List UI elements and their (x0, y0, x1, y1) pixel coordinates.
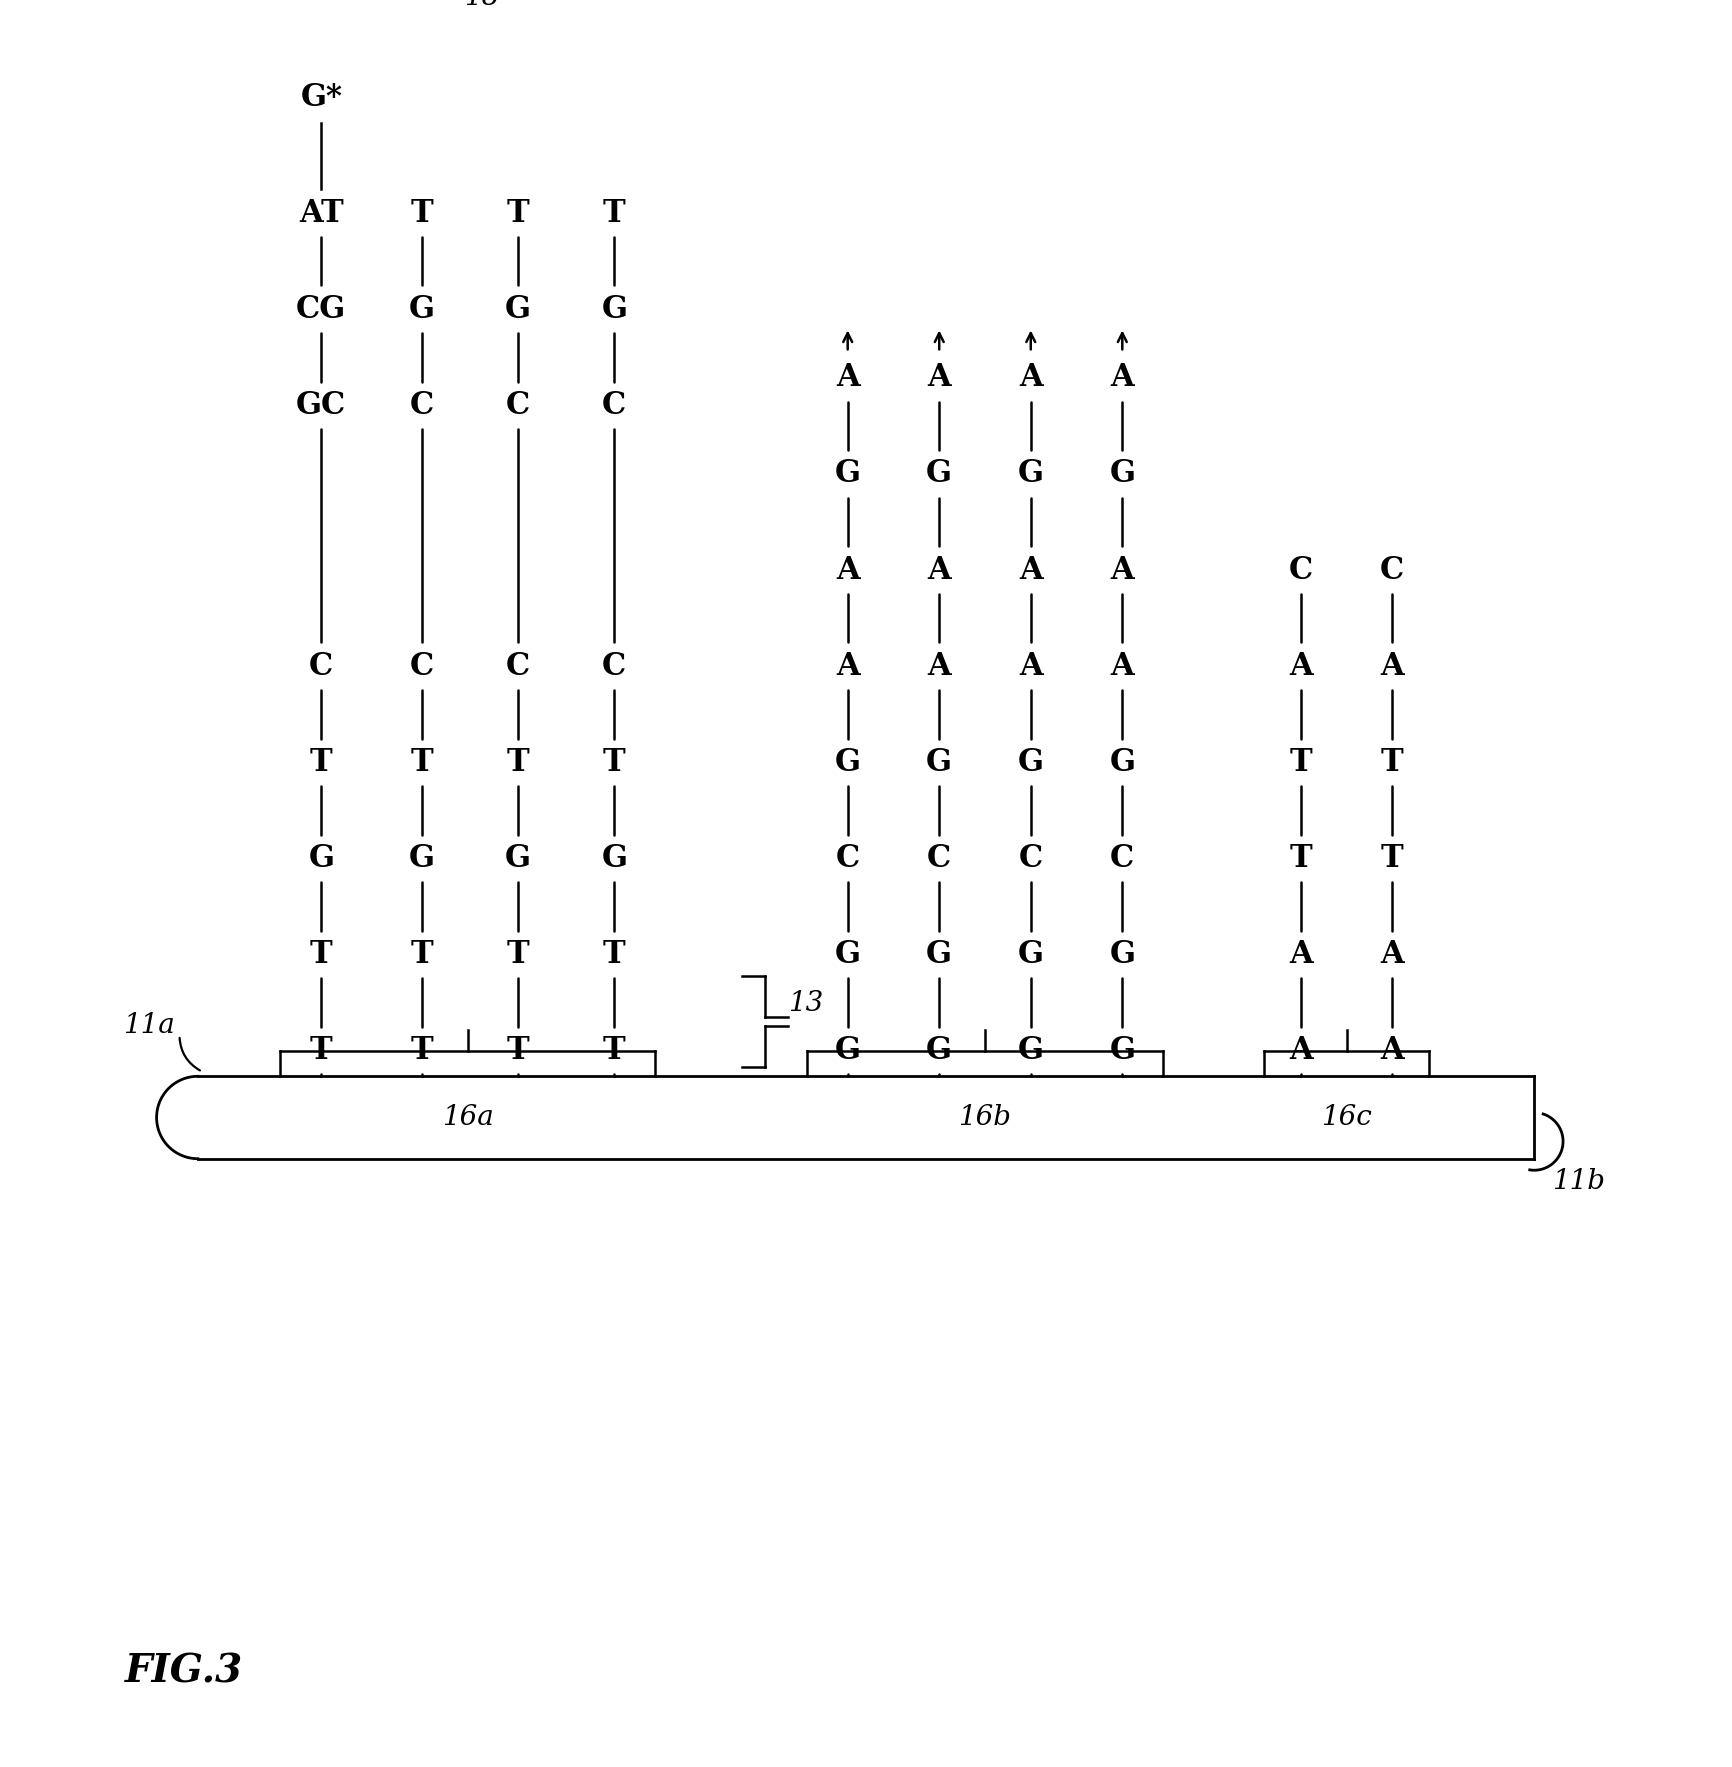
Text: G: G (601, 293, 627, 325)
Text: G: G (506, 293, 532, 325)
Text: A: A (837, 650, 859, 682)
Text: A: A (1289, 938, 1313, 970)
Text: C: C (1380, 555, 1405, 585)
Text: C: C (506, 650, 530, 682)
Text: GC: GC (296, 391, 346, 421)
Text: A: A (1018, 555, 1043, 585)
Text: G: G (409, 293, 435, 325)
Text: A: A (1289, 650, 1313, 682)
Text: A: A (1289, 1035, 1313, 1066)
Text: C: C (1110, 843, 1134, 875)
Text: A: A (927, 650, 951, 682)
Text: G*: G* (300, 83, 343, 113)
Text: G: G (1018, 1035, 1044, 1066)
Text: G: G (927, 938, 953, 970)
Text: T: T (310, 747, 333, 777)
Text: A: A (837, 555, 859, 585)
Text: T: T (507, 1035, 530, 1066)
Text: A: A (927, 362, 951, 394)
Text: A: A (1380, 1035, 1405, 1066)
Text: CG: CG (296, 293, 346, 325)
Text: G: G (1018, 458, 1044, 489)
Text: T: T (507, 198, 530, 228)
Text: A: A (1110, 650, 1134, 682)
Text: C: C (1289, 555, 1313, 585)
Text: 16a: 16a (442, 1104, 494, 1131)
Text: G: G (1018, 747, 1044, 777)
Text: 13: 13 (788, 990, 823, 1016)
Text: T: T (507, 747, 530, 777)
Text: G: G (835, 458, 861, 489)
Text: T: T (1289, 747, 1313, 777)
Text: A: A (1018, 650, 1043, 682)
Text: C: C (835, 843, 859, 875)
Text: 16b: 16b (958, 1104, 1011, 1131)
Text: 18: 18 (464, 0, 499, 11)
Text: 11b: 11b (1552, 1168, 1606, 1194)
Text: G: G (927, 458, 953, 489)
Text: AT: AT (300, 198, 343, 228)
Text: C: C (410, 391, 435, 421)
Text: 11a: 11a (123, 1012, 175, 1039)
Text: T: T (603, 747, 625, 777)
Text: T: T (1289, 843, 1313, 875)
Text: T: T (310, 1035, 333, 1066)
Text: G: G (409, 843, 435, 875)
Text: 16c: 16c (1322, 1104, 1372, 1131)
Text: A: A (1380, 938, 1405, 970)
Text: T: T (410, 938, 433, 970)
Text: G: G (601, 843, 627, 875)
Text: G: G (835, 747, 861, 777)
Text: T: T (1380, 843, 1403, 875)
Text: T: T (507, 938, 530, 970)
Text: T: T (603, 198, 625, 228)
Text: T: T (1380, 747, 1403, 777)
Text: C: C (603, 650, 627, 682)
Text: C: C (1018, 843, 1043, 875)
Text: A: A (1380, 650, 1405, 682)
Text: G: G (308, 843, 334, 875)
Text: G: G (1108, 747, 1134, 777)
Text: T: T (410, 1035, 433, 1066)
Text: T: T (410, 198, 433, 228)
Text: G: G (506, 843, 532, 875)
Text: G: G (835, 1035, 861, 1066)
Text: C: C (506, 391, 530, 421)
Text: G: G (1108, 938, 1134, 970)
Text: C: C (310, 650, 334, 682)
Text: G: G (1108, 458, 1134, 489)
Text: C: C (603, 391, 627, 421)
Text: A: A (837, 362, 859, 394)
Text: A: A (927, 555, 951, 585)
Text: G: G (835, 938, 861, 970)
Text: T: T (410, 747, 433, 777)
Text: G: G (927, 747, 953, 777)
Text: T: T (603, 938, 625, 970)
Text: G: G (927, 1035, 953, 1066)
Text: T: T (603, 1035, 625, 1066)
Text: G: G (1018, 938, 1044, 970)
Text: A: A (1018, 362, 1043, 394)
Text: C: C (927, 843, 951, 875)
Text: A: A (1110, 362, 1134, 394)
Text: T: T (310, 938, 333, 970)
Text: G: G (1108, 1035, 1134, 1066)
Text: C: C (410, 650, 435, 682)
Text: FIG.3: FIG.3 (125, 1652, 242, 1691)
Text: A: A (1110, 555, 1134, 585)
